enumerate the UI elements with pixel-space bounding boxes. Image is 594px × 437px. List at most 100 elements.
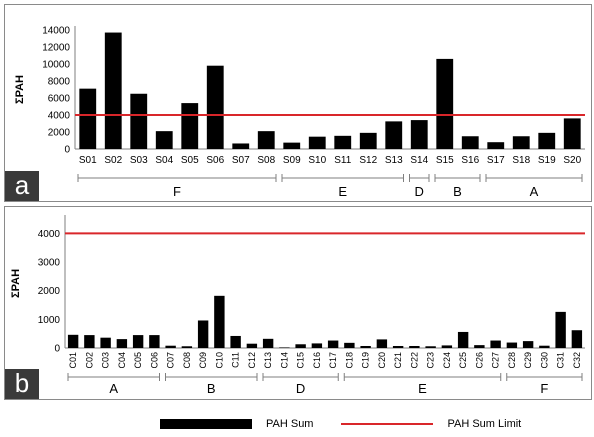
x-tick-label: S15 [436, 155, 454, 166]
bar [487, 142, 505, 149]
x-tick-label: C02 [84, 352, 94, 369]
x-tick-label: S02 [104, 155, 122, 166]
x-tick-label: C32 [572, 352, 582, 369]
group-label: B [207, 381, 216, 396]
group-label: A [530, 184, 539, 199]
y-tick-label: 2000 [48, 128, 71, 139]
x-tick-label: C10 [214, 352, 224, 369]
bar [246, 343, 258, 348]
y-tick-label: 0 [54, 344, 60, 355]
legend-label-limit: PAH Sum Limit [447, 418, 522, 430]
bar [230, 335, 241, 348]
x-tick-label: C09 [198, 352, 208, 369]
x-tick-label: C19 [361, 352, 371, 369]
bar [132, 335, 144, 348]
x-tick-label: S07 [232, 155, 250, 166]
x-tick-label: S10 [308, 155, 326, 166]
y-tick-label: 12000 [42, 43, 70, 54]
x-tick-label: C08 [182, 352, 192, 369]
bar [283, 142, 301, 149]
bar [257, 131, 275, 149]
group-bracket [77, 174, 277, 182]
legend-swatch-sum [160, 419, 252, 429]
group-label: D [296, 381, 305, 396]
x-tick-label: C15 [296, 352, 306, 369]
bar [181, 103, 199, 149]
bar [555, 311, 566, 348]
bar [67, 334, 79, 348]
x-tick-label: C21 [393, 352, 403, 369]
bar [206, 65, 224, 149]
y-tick-label: 4000 [48, 111, 71, 122]
x-tick-label: S17 [487, 155, 505, 166]
bar [262, 338, 274, 348]
y-axis-label: ΣPAH [14, 75, 26, 104]
group-bracket [262, 373, 339, 381]
panel-a-label: a [5, 171, 39, 201]
group-label: A [109, 381, 118, 396]
x-tick-label: S09 [283, 155, 301, 166]
x-tick-label: S08 [257, 155, 275, 166]
bar [116, 339, 128, 348]
group-label: F [173, 184, 181, 199]
y-tick-label: 14000 [42, 26, 70, 37]
group-bracket [485, 174, 583, 182]
x-tick-label: S01 [79, 155, 97, 166]
bar [539, 345, 550, 348]
bar [436, 58, 454, 149]
y-tick-label: 4000 [38, 229, 61, 240]
x-tick-label: C22 [409, 352, 419, 369]
group-bracket [343, 373, 502, 381]
bar [165, 345, 176, 348]
bar [311, 343, 323, 348]
x-tick-label: C18 [344, 352, 354, 369]
bar [385, 121, 403, 149]
bar [100, 337, 111, 348]
bar [425, 346, 436, 348]
x-tick-label: S11 [334, 155, 351, 166]
bar [359, 132, 377, 149]
x-tick-label: S14 [410, 155, 428, 166]
x-tick-label: C07 [166, 352, 176, 369]
bar [490, 340, 501, 348]
chart-b-svg: ΣPAH 0 1000 2000 3000 4000 C01 C02 C03 C04 C05 C06 C… [10, 215, 585, 396]
bar [232, 143, 250, 149]
bar [327, 340, 339, 348]
x-tick-label: C03 [101, 352, 111, 369]
bar [130, 93, 148, 149]
bar [197, 320, 209, 348]
bar [538, 132, 556, 149]
x-tick-label: C20 [377, 352, 387, 369]
x-tick-label: S18 [512, 155, 530, 166]
x-tick-label: C13 [263, 352, 273, 369]
x-tick-label: C31 [556, 352, 566, 369]
bar [461, 136, 479, 149]
bar [512, 136, 530, 149]
panel-b-label: b [5, 369, 39, 399]
x-tick-label: C26 [474, 352, 484, 369]
x-tick-label: S19 [538, 155, 556, 166]
bar [376, 339, 388, 348]
x-tick-label: C14 [279, 352, 289, 369]
legend-label-sum: PAH Sum [266, 418, 314, 430]
group-label: D [415, 184, 424, 199]
x-tick-label: C29 [523, 352, 533, 369]
bar [522, 341, 534, 348]
group-bracket [67, 373, 160, 381]
y-tick-label: 3000 [38, 258, 61, 269]
bar [308, 136, 326, 149]
y-tick-label: 8000 [48, 77, 71, 88]
group-label: E [418, 381, 427, 396]
x-tick-label: C23 [426, 352, 436, 369]
x-tick-label: S06 [206, 155, 224, 166]
bar [181, 346, 193, 348]
x-tick-label: S16 [461, 155, 479, 166]
x-tick-label: C12 [247, 352, 257, 369]
x-tick-label: S03 [130, 155, 148, 166]
bar [155, 131, 173, 149]
y-tick-label: 6000 [48, 94, 71, 105]
legend-item-sum: PAH Sum [160, 418, 313, 430]
bar [392, 345, 404, 348]
bar [409, 345, 420, 348]
y-tick-label: 1000 [38, 315, 61, 326]
